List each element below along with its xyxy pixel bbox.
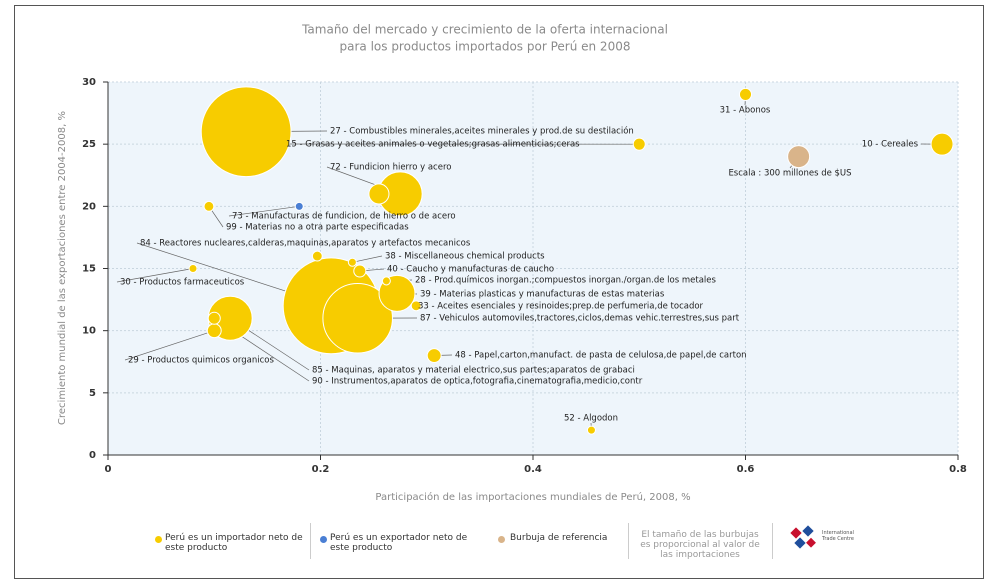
bubble xyxy=(787,145,811,169)
logo-text: International Trade Centre xyxy=(822,530,854,542)
bubble-labels: 27 - Combustibles minerales,aceites mine… xyxy=(120,106,919,424)
leader-line xyxy=(124,330,215,361)
x-tick-label: 0.4 xyxy=(524,464,542,475)
x-tick-label: 0 xyxy=(105,464,112,475)
legend-exporter: Perú es un exportador neto de este produ… xyxy=(330,533,468,553)
bubble-label: 48 - Papel,carton,manufact. de pasta de … xyxy=(455,351,747,361)
bubble-label: 28 - Prod.químicos inorgan.;compuestos i… xyxy=(415,276,717,286)
bubble-label: 84 - Reactores nucleares,calderas,maquin… xyxy=(140,239,471,249)
y-tick-label: 15 xyxy=(82,264,96,275)
bubble xyxy=(311,250,323,262)
leader-line xyxy=(228,205,300,217)
y-tick-label: 30 xyxy=(82,77,96,88)
bubble-label: 99 - Materias no a otra parte especifica… xyxy=(226,223,409,233)
y-tick-label: 25 xyxy=(82,139,96,150)
bubble xyxy=(381,276,391,286)
bubble-label: 73 - Manufacturas de fundicion, de hierr… xyxy=(232,212,456,222)
bubble xyxy=(188,263,198,274)
bubble xyxy=(200,86,292,178)
bubble xyxy=(322,282,393,354)
bubble-label: 39 - Materias plasticas y manufacturas d… xyxy=(420,290,665,300)
bubble xyxy=(738,87,753,101)
bubble xyxy=(203,200,215,212)
x-axis-label: Participación de las importaciones mundi… xyxy=(375,491,690,503)
bubble-label: 30 - Productos farmaceuticos xyxy=(120,278,245,288)
bubble-label: 31 - Abonos xyxy=(720,106,771,116)
legend-importer: Perú es un importador neto de este produ… xyxy=(165,533,303,553)
bubble xyxy=(206,323,222,339)
chart-subtitle: para los productos importados por Perú e… xyxy=(340,40,631,54)
bubble xyxy=(930,132,954,156)
legend-marker xyxy=(320,536,327,543)
logo-icon xyxy=(790,525,816,549)
y-axis-label: Crecimiento mundial de las exportaciones… xyxy=(57,111,68,425)
bubble-label: 52 - Algodon xyxy=(564,414,618,424)
bubble-label: 29 - Productos quimicos organicos xyxy=(128,356,274,366)
bubble-label: 90 - Instrumentos,aparatos de optica,fot… xyxy=(312,377,643,387)
bubble-label: 72 - Fundicion hierro y acero xyxy=(330,163,451,173)
x-tick-label: 0.6 xyxy=(737,464,755,475)
bubble xyxy=(426,348,442,363)
size-note: El tamaño de las burbujas es proporciona… xyxy=(640,530,760,560)
bubble-label: 27 - Combustibles minerales,aceites mine… xyxy=(330,126,634,137)
bubble xyxy=(586,425,596,435)
legend-separator xyxy=(772,523,773,559)
legend-marker xyxy=(498,536,505,543)
bubble xyxy=(368,183,390,205)
chart-title: Tamaño del mercado y crecimiento de la o… xyxy=(301,23,668,37)
y-tick-label: 0 xyxy=(89,450,96,461)
bubble-label: 33 - Aceites esenciales y resinoides;pre… xyxy=(418,302,704,312)
leader-line xyxy=(352,255,383,263)
x-tick-label: 0.8 xyxy=(949,464,967,475)
bubble-label: Escala : 300 millones de $US xyxy=(728,169,851,179)
bubble-label: 87 - Vehiculos automoviles,tractores,cic… xyxy=(420,314,740,324)
bubble-label: 40 - Caucho y manufacturas de caucho xyxy=(387,265,554,275)
bubble-label: 85 - Maquinas, aparatos y material elect… xyxy=(312,366,635,376)
bubble xyxy=(294,201,304,211)
legend-reference: Burbuja de referencia xyxy=(510,533,608,543)
frame xyxy=(14,5,984,579)
bubble xyxy=(353,264,367,278)
bubble xyxy=(632,137,646,151)
y-tick-label: 20 xyxy=(82,201,96,212)
bubble xyxy=(410,300,422,312)
legend-separator xyxy=(628,523,629,559)
bubble xyxy=(347,257,357,267)
leader-line xyxy=(116,268,194,283)
y-tick-label: 10 xyxy=(82,326,96,337)
bubble-label: 38 - Miscellaneous chemical products xyxy=(385,252,545,262)
bubble-label: 10 - Cereales xyxy=(862,140,919,150)
legend-marker xyxy=(155,536,162,543)
x-tick-label: 0.2 xyxy=(312,464,330,475)
legend-separator xyxy=(310,523,311,559)
bubble xyxy=(207,311,221,325)
bubbles xyxy=(188,86,954,435)
y-tick-label: 5 xyxy=(89,388,96,399)
bubble-label: 15 - Grasas y aceites animales o vegetal… xyxy=(286,140,580,150)
